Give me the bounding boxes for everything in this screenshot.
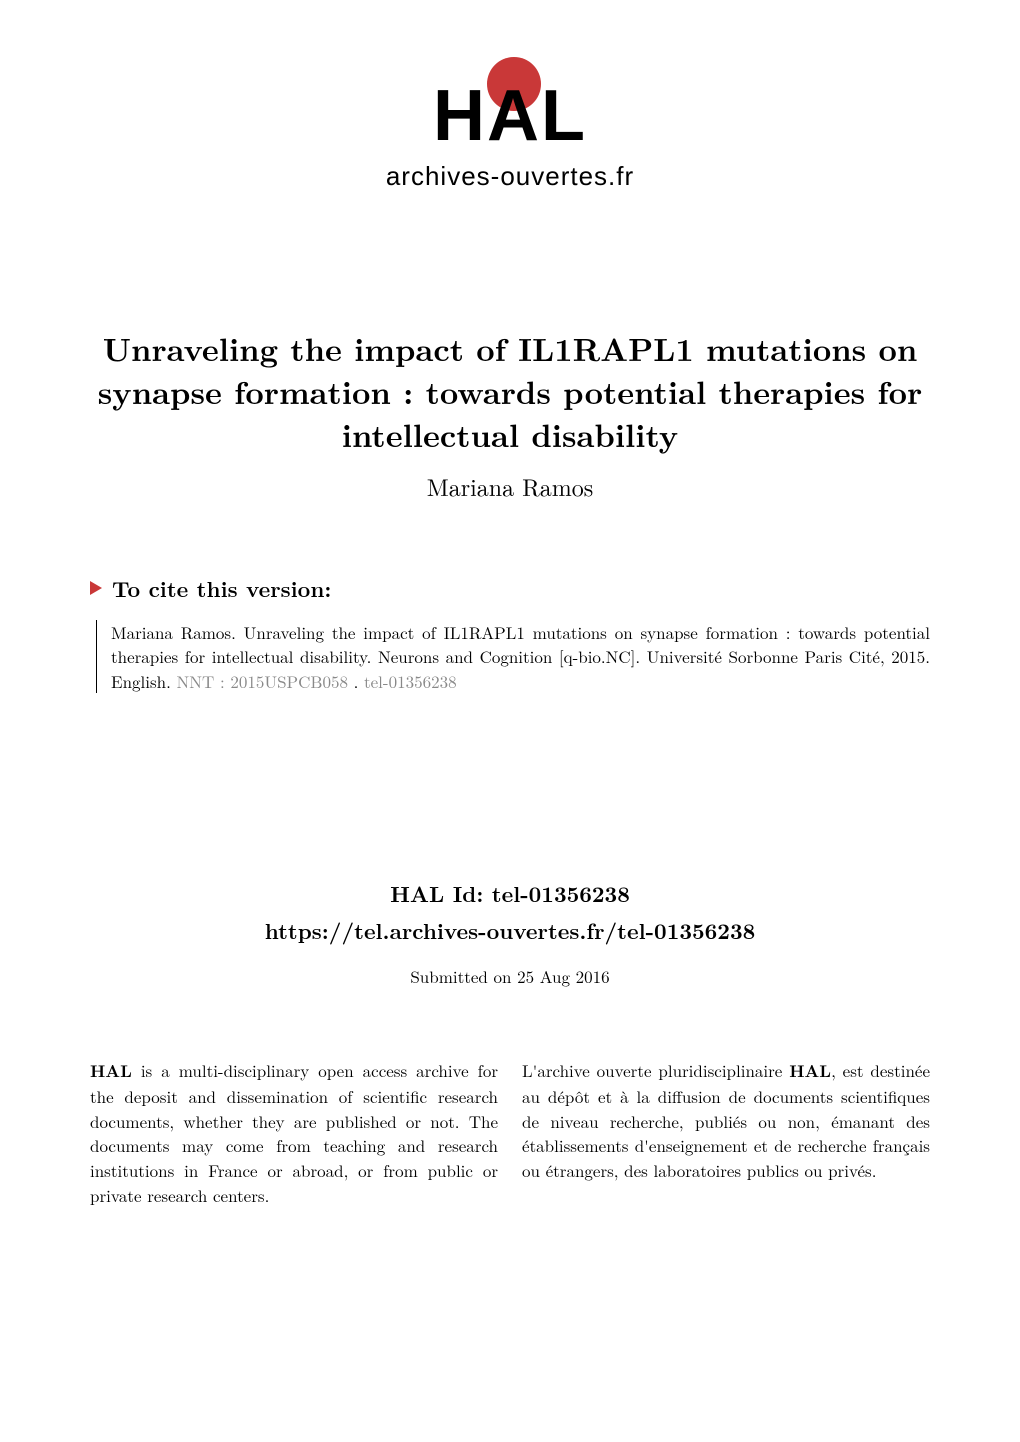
description-right-pre: L'archive ouverte pluridisciplinaire (522, 1058, 789, 1082)
hal-letter-h: H (433, 76, 487, 156)
hal-id-section: HAL Id: tel-01356238 https://tel.archive… (0, 878, 1020, 988)
cite-section: To cite this version: Mariana Ramos. Unr… (0, 573, 1020, 694)
logo-container: HAL archives-ouvertes.fr (0, 0, 1020, 192)
submitted-date: Submitted on 25 Aug 2016 (0, 964, 1020, 988)
hal-url[interactable]: https://tel.archives-ouvertes.fr/tel-013… (0, 915, 1020, 946)
hal-letter-l: L (541, 76, 587, 156)
hal-letter-a: A (487, 76, 541, 156)
citation-text: Mariana Ramos. Unraveling the impact of … (96, 620, 930, 694)
hal-logo: HAL archives-ouvertes.fr (386, 75, 634, 192)
citation-tel-id: tel-01356238 (364, 669, 457, 693)
archives-ouvertes-text: archives-ouvertes.fr (386, 161, 634, 192)
hal-letter-a-wrapper: A (487, 75, 541, 157)
paper-title: Unraveling the impact of IL1RAPL1 mutati… (90, 327, 930, 457)
triangle-marker-icon (90, 581, 102, 595)
cite-header: To cite this version: (90, 573, 930, 604)
description-left-bold: HAL (90, 1059, 132, 1083)
description-right-column: L'archive ouverte pluridisciplinaire HAL… (522, 1058, 930, 1207)
author-name: Mariana Ramos (90, 469, 930, 503)
title-line-3: intellectual disability (342, 412, 678, 457)
description-left-text: is a multi-disciplinary open access arch… (90, 1058, 498, 1206)
citation-sep: . (348, 669, 364, 693)
description-left-column: HAL is a multi-disciplinary open access … (90, 1058, 498, 1207)
citation-nnt: NNT : 2015USPCB058 (177, 669, 348, 693)
title-section: Unraveling the impact of IL1RAPL1 mutati… (0, 327, 1020, 503)
description-right-bold: HAL (789, 1059, 831, 1083)
cite-header-text: To cite this version: (112, 573, 331, 604)
title-line-2: synapse formation : towards potential th… (98, 369, 922, 414)
title-line-1: Unraveling the impact of IL1RAPL1 mutati… (103, 326, 918, 371)
description-section: HAL is a multi-disciplinary open access … (0, 1058, 1020, 1207)
hal-id-label: HAL Id: tel-01356238 (0, 878, 1020, 909)
hal-logo-text: HAL (386, 75, 634, 157)
